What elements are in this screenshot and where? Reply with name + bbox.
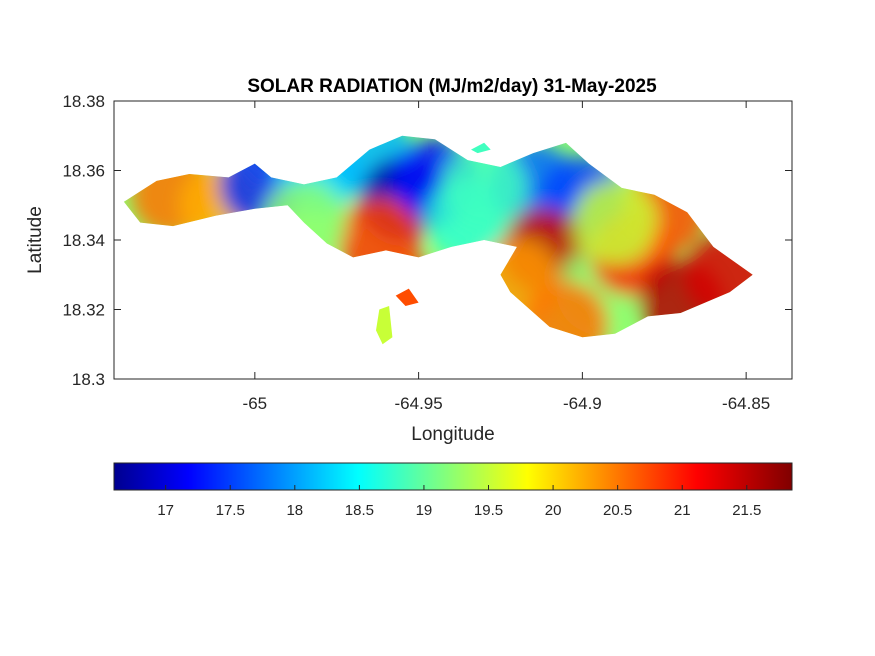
islet-3	[376, 306, 393, 345]
y-axis-label: Latitude	[25, 206, 46, 274]
colorbar-tick-label: 20	[545, 502, 562, 519]
x-tick-label: -64.95	[395, 394, 443, 413]
colorbar-tick-label: 21.5	[732, 502, 761, 519]
islets	[376, 142, 491, 345]
colorbar-tick-label: 19.5	[474, 502, 503, 519]
islet-2	[395, 288, 419, 306]
x-tick-label: -64.85	[722, 394, 770, 413]
y-tick-label: 18.32	[62, 301, 105, 320]
colorbar-tick-label: 21	[674, 502, 691, 519]
y-tick-label: 18.38	[62, 92, 105, 111]
plot-area: -65 -64.95 -64.9 -64.85 18.3 18.32 18.34 18.36 1…	[62, 92, 793, 413]
x-axis-label: Longitude	[411, 424, 494, 445]
x-tick-label: -64.9	[563, 394, 602, 413]
colorbar: 17 17.5 18 18.5 19 19.5 20 20.5 21 21.5	[113, 462, 793, 519]
field-sample-point	[442, 145, 527, 230]
colorbar-ticks: 17 17.5 18 18.5 19 19.5 20 20.5 21 21.5	[157, 485, 761, 519]
colorbar-gradient	[113, 462, 793, 491]
axis-ticks: -65 -64.95 -64.9 -64.85 18.3 18.32 18.34 18.36 1…	[62, 92, 792, 413]
colorbar-tick-label: 18.5	[345, 502, 374, 519]
colorbar-tick-label: 18	[286, 502, 303, 519]
chart-title: SOLAR RADIATION (MJ/m2/day) 31-May-2025	[247, 76, 657, 97]
colorbar-tick-label: 20.5	[603, 502, 632, 519]
y-tick-label: 18.34	[62, 231, 105, 250]
field-sample-point	[524, 281, 608, 338]
colorbar-tick-label: 19	[416, 502, 433, 519]
y-tick-label: 18.3	[72, 370, 105, 389]
colorbar-tick-label: 17.5	[216, 502, 245, 519]
colorbar-tick-label: 17	[157, 502, 174, 519]
x-tick-label: -65	[243, 394, 268, 413]
islet-1	[471, 142, 491, 154]
y-tick-label: 18.36	[62, 162, 105, 181]
field-sample-point	[573, 180, 658, 265]
